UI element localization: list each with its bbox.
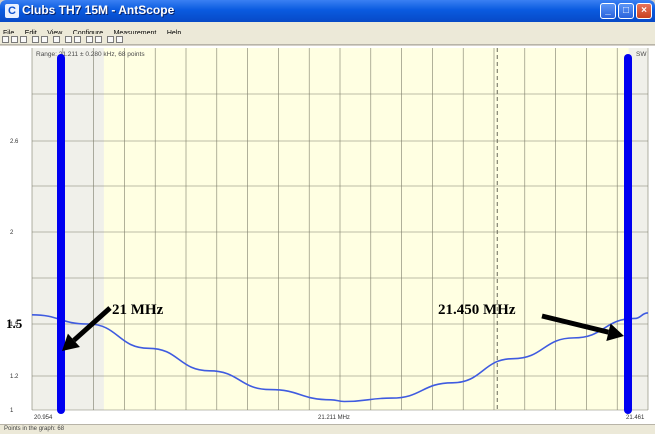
y-tick-label: 2.6 [10,139,19,145]
y-tick-label: 2 [10,230,14,236]
arrow-right-head [606,323,624,341]
menu-help[interactable]: Help [164,27,184,38]
antscope-app-icon: C [5,4,19,18]
marker-icon[interactable] [107,36,114,43]
scan-icon[interactable] [116,36,123,43]
annotation-left-frequency: 21 MHz [112,302,164,318]
copy-icon[interactable] [32,36,39,43]
window-title: Clubs TH7 15M - AntScope [22,3,175,17]
plot-grid [31,48,649,411]
maximize-button[interactable]: □ [618,3,634,19]
swr-plot[interactable]: Range: 21.211 ± 0.280 kHz, 68 points SW … [0,46,655,424]
frequency-markers[interactable] [57,54,632,414]
zoom-out-icon[interactable] [74,36,81,43]
x-tick-label: 21.211 MHz [318,415,350,421]
right-corner-tag: SW [636,51,647,58]
arrow-right-shaft [541,313,610,335]
shaded-band-right [628,48,648,410]
y-tick-label: 1.5 [10,322,19,328]
menu-file[interactable]: File [0,27,17,38]
zoom-in-icon[interactable] [65,36,72,43]
status-bar: Points in the graph: 68 [0,424,655,434]
annotation-swr-value: 1.5 [6,316,23,331]
undo-icon[interactable] [86,36,93,43]
shaded-band-left [32,48,104,410]
menu-bar: File Edit View Configure Measurement Hel… [0,22,655,37]
annotation-layer: 21 MHz 21.450 MHz 1.5 [6,302,624,351]
menu-edit[interactable]: Edit [22,27,40,38]
open-icon[interactable] [11,36,18,43]
y-axis-labels: 2.6 2 1.5 1.2 1 [10,139,19,414]
swr-curve [31,312,649,403]
close-button[interactable]: × [636,3,652,19]
arrow-left-shaft [72,306,112,343]
status-text: Points in the graph: 68 [4,426,65,432]
x-axis-labels: 20.954 21.211 MHz 21.461 [34,415,645,421]
arrow-left-head [62,333,80,351]
menu-configure[interactable]: Configure [70,27,106,38]
y-tick-label: 1.2 [10,374,19,380]
toolbar [0,34,655,45]
y-tick-label: 1 [10,408,14,414]
range-label: Range: 21.211 ± 0.280 kHz, 68 points [36,51,145,58]
print-icon[interactable] [53,36,60,43]
frequency-marker-bar[interactable] [624,54,632,414]
save-icon[interactable] [20,36,27,43]
new-icon[interactable] [2,36,9,43]
frequency-marker-bar[interactable] [57,54,65,414]
menu-measurement[interactable]: Measurement [111,27,160,38]
swr-chart[interactable]: Range: 21.211 ± 0.280 kHz, 68 points SW … [0,46,655,424]
annotation-right-frequency: 21.450 MHz [438,302,516,318]
menu-view[interactable]: View [44,27,65,38]
x-tick-label: 20.954 [34,415,53,421]
minimize-button[interactable]: _ [600,3,616,19]
redo-icon[interactable] [95,36,102,43]
paste-icon[interactable] [41,36,48,43]
title-bar[interactable]: C Clubs TH7 15M - AntScope _ □ × [0,0,655,22]
x-tick-label: 21.461 [626,415,645,421]
